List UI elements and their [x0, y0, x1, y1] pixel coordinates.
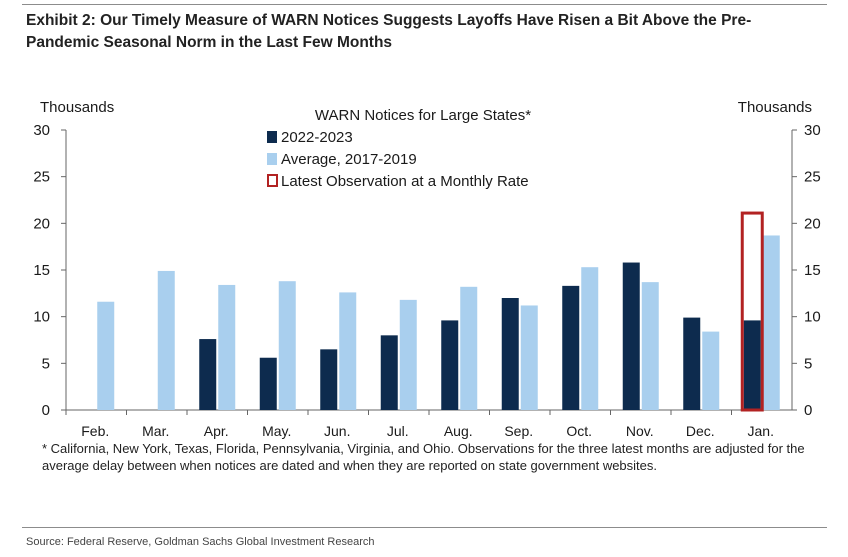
bar-2022-2023	[380, 335, 398, 410]
y-tick-label-right: 5	[804, 355, 812, 372]
top-rule	[22, 4, 827, 5]
y-tick-label-right: 25	[804, 169, 821, 186]
exhibit-title: Exhibit 2: Our Timely Measure of WARN No…	[26, 12, 752, 51]
bar-average-2017-2019	[339, 292, 357, 410]
bottom-rule	[22, 527, 827, 528]
bar-2022-2023	[622, 262, 640, 410]
bar-2022-2023	[199, 339, 217, 410]
y-tick-label-right: 30	[804, 122, 821, 139]
legend-label: 2022-2023	[281, 129, 353, 146]
chart-footnote: * California, New York, Texas, Florida, …	[42, 441, 805, 473]
y-tick-label-right: 0	[804, 402, 812, 419]
bar-2022-2023	[501, 298, 519, 410]
legend-label: Latest Observation at a Monthly Rate	[281, 173, 529, 190]
bar-average-2017-2019	[520, 305, 538, 410]
x-tick-label: Aug.	[444, 423, 473, 439]
legend-swatch-2022-2023	[267, 131, 277, 143]
bar-latest-observation-outline	[740, 211, 764, 412]
y-axis-label-right: Thousands	[738, 99, 812, 116]
x-tick-label: Nov.	[626, 423, 654, 439]
x-tick-label: Dec.	[686, 423, 715, 439]
bar-average-2017-2019	[399, 299, 417, 410]
y-tick-label-left: 25	[33, 169, 50, 186]
bar-2022-2023	[441, 320, 459, 410]
x-tick-label: Feb.	[81, 423, 109, 439]
x-tick-label: Jan.	[748, 423, 774, 439]
legend-title: WARN Notices for Large States*	[315, 107, 531, 124]
legend-swatch-latest	[267, 174, 278, 187]
x-tick-label: May.	[262, 423, 291, 439]
bar-2022-2023	[259, 357, 277, 410]
x-tick-label: Jul.	[387, 423, 409, 439]
legend-swatch-average	[267, 153, 277, 165]
x-tick-label: Jun.	[324, 423, 350, 439]
y-tick-label-left: 5	[42, 355, 50, 372]
y-axis-label-left: Thousands	[40, 99, 114, 116]
bar-average-2017-2019	[157, 270, 175, 410]
bar-average-2017-2019	[97, 301, 115, 410]
bar-average-2017-2019	[581, 267, 599, 410]
bar-average-2017-2019	[218, 284, 236, 410]
bar-average-2017-2019	[278, 281, 296, 410]
bar-2022-2023	[683, 317, 701, 410]
x-tick-label: Sep.	[504, 423, 533, 439]
y-tick-label-right: 10	[804, 309, 821, 326]
y-tick-label-left: 0	[42, 402, 50, 419]
bar-2022-2023	[743, 320, 761, 410]
bar-average-2017-2019	[702, 331, 720, 410]
bar-average-2017-2019	[641, 282, 659, 410]
bar-average-2017-2019	[762, 235, 780, 410]
x-tick-label: Oct.	[566, 423, 592, 439]
x-tick-label: Apr.	[204, 423, 229, 439]
y-tick-label-left: 10	[33, 309, 50, 326]
y-tick-label-right: 15	[804, 262, 821, 279]
y-tick-label-left: 20	[33, 215, 50, 232]
bar-2022-2023	[320, 349, 338, 410]
bar-2022-2023	[562, 285, 580, 410]
legend-label: Average, 2017-2019	[281, 151, 417, 168]
bar-average-2017-2019	[460, 286, 478, 410]
y-tick-label-left: 30	[33, 122, 50, 139]
y-tick-label-right: 20	[804, 215, 821, 232]
source-note: Source: Federal Reserve, Goldman Sachs G…	[26, 536, 375, 548]
x-tick-label: Mar.	[142, 423, 169, 439]
y-tick-label-left: 15	[33, 262, 50, 279]
